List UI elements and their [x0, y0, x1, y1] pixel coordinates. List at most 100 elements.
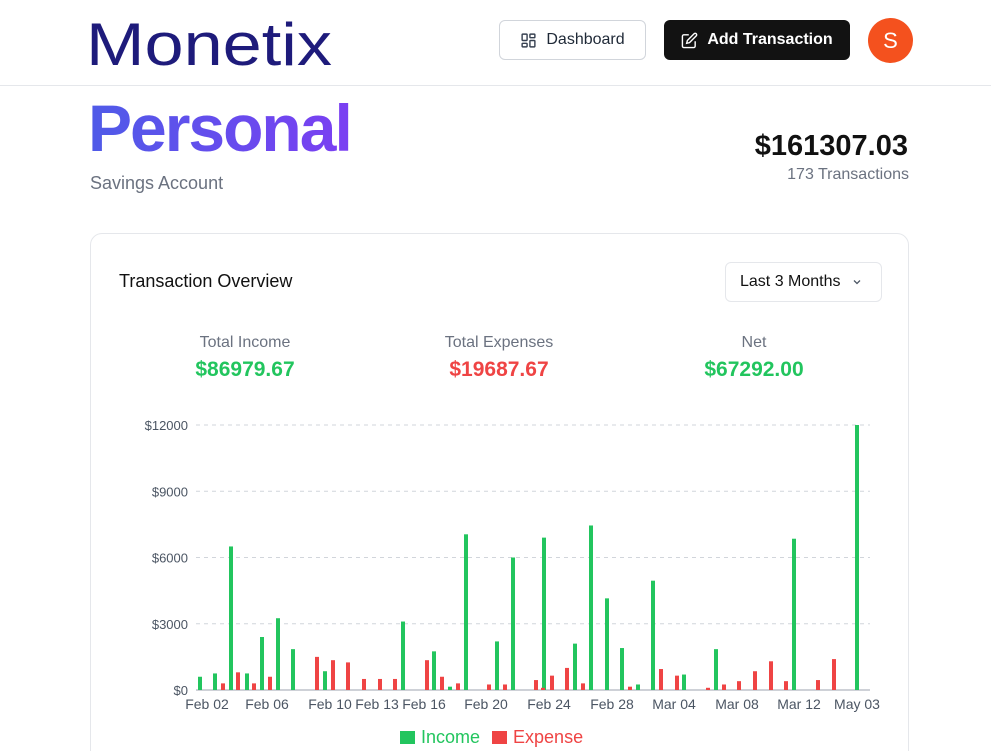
income-bar: [651, 580, 655, 690]
expense-bar: [393, 678, 397, 690]
user-avatar[interactable]: S: [868, 18, 913, 63]
add-transaction-button[interactable]: Add Transaction: [664, 20, 850, 60]
stat-net: Net $67292.00: [644, 334, 864, 382]
chart-legend: Income Expense: [400, 727, 583, 748]
expense-bar: [346, 662, 350, 690]
account-balance: $161307.03: [754, 130, 908, 162]
expense-bar: [440, 676, 444, 690]
account-name: Personal: [88, 88, 353, 168]
expense-bar: [362, 678, 366, 690]
x-tick-label: Feb 02: [185, 696, 229, 712]
income-bar: [620, 648, 624, 690]
date-range-value: Last 3 Months: [740, 273, 841, 290]
stat-total-expenses: Total Expenses $19687.67: [389, 334, 609, 382]
x-tick-label: Mar 08: [715, 696, 759, 712]
income-bar: [682, 674, 686, 690]
income-bar: [573, 643, 577, 690]
legend-income[interactable]: Income: [400, 727, 480, 748]
x-tick-label: Mar 04: [652, 696, 696, 712]
expense-bar: [331, 660, 335, 690]
top-navbar: Monetix Dashboard Add Transaction S: [0, 0, 991, 86]
stat-value: $86979.67: [195, 358, 295, 381]
y-tick-label: $9000: [152, 484, 188, 499]
expense-bar: [722, 684, 726, 690]
expense-bar: [737, 681, 741, 690]
legend-expense-label: Expense: [513, 727, 584, 747]
brand-logo[interactable]: Monetix: [86, 8, 336, 72]
y-tick-label: $0: [174, 683, 188, 698]
x-tick-label: May 03: [834, 696, 880, 712]
stat-label: Total Expenses: [444, 334, 554, 351]
expense-bar: [236, 672, 240, 690]
income-bar: [542, 537, 546, 690]
dashboard-button[interactable]: Dashboard: [499, 20, 646, 60]
income-bar: [589, 525, 593, 690]
x-tick-label: Feb 24: [527, 696, 571, 712]
legend-expense-swatch: [492, 731, 508, 744]
income-bar: [714, 649, 718, 690]
edit-icon: [682, 32, 698, 48]
expense-bar: [487, 684, 491, 690]
income-bar: [401, 621, 405, 690]
x-tick-label: Feb 13: [355, 696, 399, 712]
income-bar: [276, 618, 280, 690]
add-transaction-button-label: Add Transaction: [707, 31, 833, 48]
expense-bar: [565, 667, 569, 690]
expense-bar: [378, 678, 382, 690]
expense-bar: [456, 683, 460, 690]
transaction-count: 173 Transactions: [787, 166, 909, 183]
account-type: Savings Account: [90, 173, 224, 193]
x-tick-label: Feb 28: [590, 696, 634, 712]
legend-income-swatch: [400, 731, 415, 744]
income-bar: [291, 649, 295, 690]
y-tick-label: $12000: [145, 418, 188, 433]
income-bar: [323, 671, 327, 690]
expense-bar: [541, 687, 545, 690]
stat-value: $19687.67: [449, 358, 549, 381]
stat-label: Total Income: [199, 334, 291, 351]
expense-bar: [581, 683, 585, 690]
income-bar: [792, 538, 796, 690]
stat-total-income: Total Income $86979.67: [135, 334, 355, 382]
y-tick-label: $3000: [152, 617, 188, 632]
income-bar: [636, 684, 640, 690]
date-range-select[interactable]: Last 3 Months: [725, 262, 882, 302]
stat-value: $67292.00: [704, 358, 804, 381]
expense-bar: [503, 684, 507, 690]
income-bar: [605, 598, 609, 690]
income-bar: [448, 686, 452, 690]
expense-bar: [753, 671, 757, 690]
legend-expense[interactable]: Expense: [492, 727, 583, 748]
y-tick-label: $6000: [152, 551, 188, 566]
income-bar: [198, 676, 202, 690]
income-bar: [260, 637, 264, 690]
expense-bar: [534, 680, 538, 690]
dashboard-button-label: Dashboard: [546, 31, 625, 48]
legend-income-label: Income: [421, 727, 481, 747]
dashboard-icon: [521, 32, 536, 48]
x-tick-label: Mar 12: [777, 696, 821, 712]
income-bar: [511, 557, 515, 690]
expense-bar: [832, 659, 836, 690]
expense-bar: [315, 656, 319, 690]
income-bar: [432, 651, 436, 690]
income-bar: [229, 546, 233, 690]
income-bar: [464, 534, 468, 690]
expense-bar: [706, 687, 710, 690]
expense-bar: [816, 680, 820, 690]
stat-label: Net: [741, 334, 767, 351]
x-tick-label: Feb 20: [464, 696, 508, 712]
expense-bar: [221, 683, 225, 690]
income-bar: [855, 425, 859, 690]
expense-bar: [252, 683, 256, 690]
expense-bar: [769, 661, 773, 690]
income-bar: [213, 673, 217, 690]
card-title: Transaction Overview: [119, 271, 293, 291]
income-bar: [245, 673, 249, 690]
expense-bar: [628, 686, 632, 690]
x-tick-label: Feb 06: [245, 696, 289, 712]
expense-bar: [659, 669, 663, 690]
chevron-down-icon: [853, 280, 860, 285]
brand-logo-text: Monetix: [86, 11, 332, 72]
x-tick-label: Feb 10: [308, 696, 352, 712]
